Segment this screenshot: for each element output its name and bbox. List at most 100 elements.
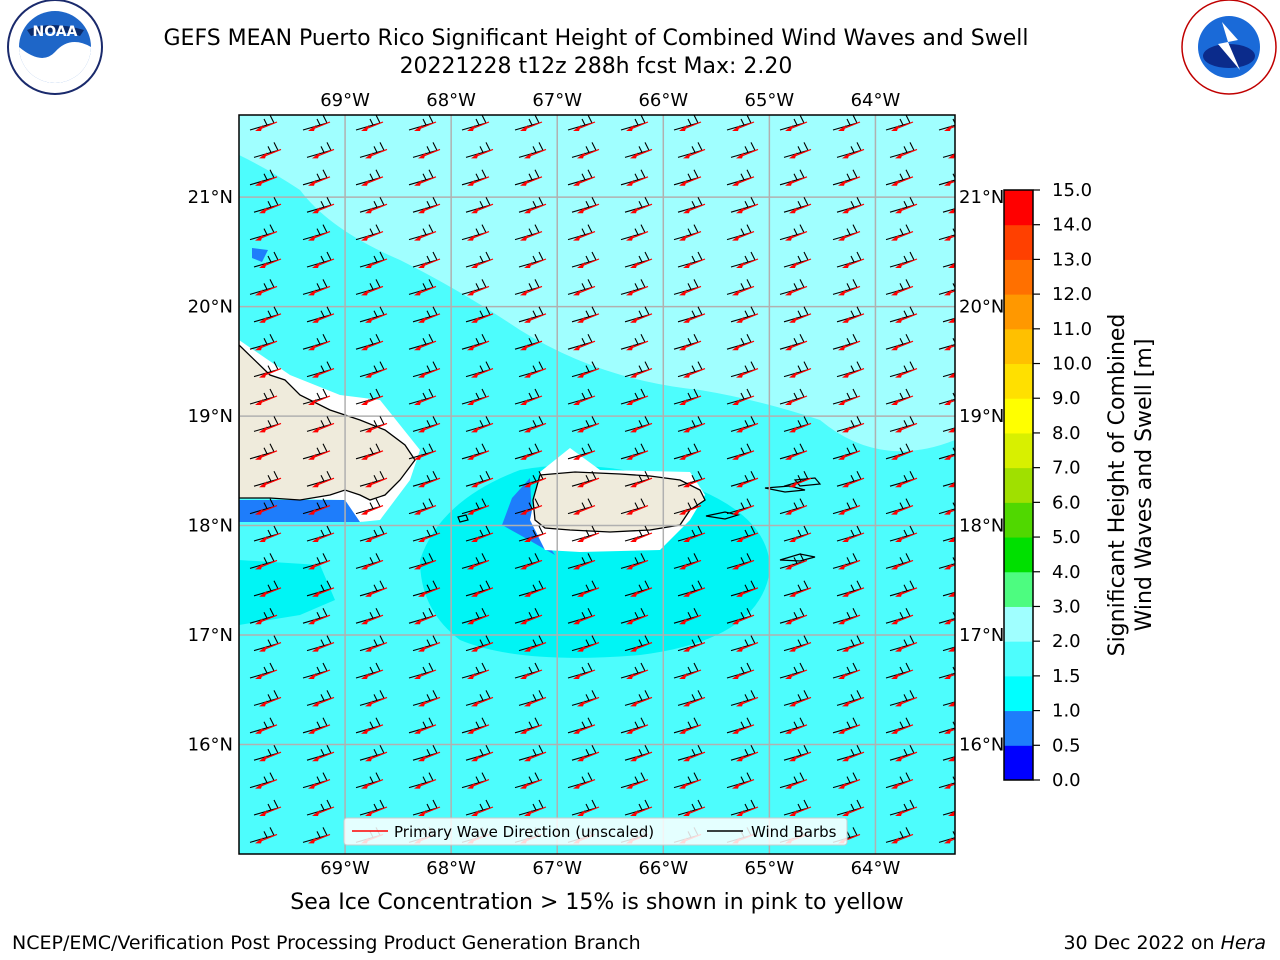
wave-arrow — [789, 148, 812, 159]
wave-arrow — [255, 559, 278, 570]
wave-arrow — [255, 176, 278, 186]
wave-arrow — [312, 203, 335, 214]
wave-arrow — [736, 532, 759, 542]
colorbar-band — [1004, 502, 1033, 538]
wave-arrow — [259, 642, 282, 652]
wave-arrow — [255, 724, 278, 734]
wave-arrow — [683, 313, 706, 323]
wave-arrow — [255, 285, 278, 296]
colorbar-tick-label: 2.0 — [1052, 631, 1081, 652]
wave-arrow — [683, 422, 706, 433]
wave-arrow — [732, 614, 755, 625]
wave-arrow — [948, 591, 955, 597]
wave-arrow — [679, 395, 702, 405]
colorbar-tick-label: 9.0 — [1052, 388, 1081, 409]
wave-arrow — [361, 121, 384, 131]
wave-arrow — [312, 587, 335, 597]
wave-arrow — [630, 587, 653, 597]
wave-arrow — [418, 368, 441, 378]
wave-arrow — [895, 313, 918, 323]
wave-arrow — [626, 176, 649, 186]
wave-arrow — [308, 669, 331, 679]
wave-arrow — [414, 450, 437, 460]
wave-arrow — [577, 642, 600, 652]
wave-arrow — [626, 724, 649, 734]
wave-arrow — [948, 317, 955, 323]
wave-arrow — [365, 422, 388, 433]
wave-arrow — [789, 696, 812, 707]
wave-arrow — [891, 285, 914, 296]
wave-arrow — [520, 121, 543, 131]
wave-arrow — [944, 234, 955, 241]
wave-arrow — [471, 806, 494, 816]
wave-arrow — [736, 422, 759, 433]
wave-arrow — [679, 231, 702, 241]
wave-arrow — [573, 395, 596, 405]
wave-arrow — [312, 532, 335, 542]
wave-arrow — [365, 477, 388, 488]
wave-arrow — [467, 779, 490, 789]
wave-arrow — [259, 203, 282, 214]
wave-arrow — [365, 368, 388, 378]
wave-arrow — [679, 614, 702, 625]
wave-arrow — [789, 313, 812, 323]
wave-arrow — [948, 153, 955, 159]
wave-arrow — [471, 203, 494, 214]
wave-arrow — [626, 669, 649, 679]
wave-arrow — [895, 751, 918, 762]
wave-arrow — [683, 806, 706, 816]
lon-label-top: 67°W — [532, 90, 582, 111]
wave-arrow — [683, 368, 706, 378]
map-panel — [239, 115, 955, 854]
wind-barb — [942, 646, 955, 652]
wave-arrow — [891, 340, 914, 351]
wave-arrow — [308, 724, 331, 734]
wave-arrow — [732, 450, 755, 460]
wave-arrow — [255, 450, 278, 460]
lat-label-left: 18°N — [188, 516, 233, 537]
wave-arrow — [255, 340, 278, 351]
wave-arrow — [891, 669, 914, 679]
wave-arrow — [308, 121, 331, 131]
wave-arrow — [467, 285, 490, 296]
wave-arrow — [361, 176, 384, 186]
wave-arrow — [365, 313, 388, 323]
lat-label-left: 20°N — [188, 297, 233, 318]
wind-barb — [942, 208, 955, 213]
wave-arrow — [471, 642, 494, 652]
longitude-labels-bottom: 69°W 68°W 67°W 66°W 65°W 64°W — [320, 858, 900, 879]
wind-barb — [942, 756, 955, 761]
colorbar-band — [1004, 190, 1033, 226]
wave-arrow — [944, 673, 955, 679]
wave-arrow — [259, 587, 282, 597]
wave-arrow — [891, 724, 914, 734]
wave-arrow — [626, 121, 649, 131]
colorbar-tick-label: 1.0 — [1052, 701, 1081, 722]
wave-arrow — [312, 477, 335, 488]
wave-arrow — [785, 231, 808, 241]
colorbar-tick-label: 1.5 — [1052, 666, 1081, 687]
wave-arrow — [948, 755, 955, 762]
wave-arrow — [418, 587, 441, 597]
wave-arrow — [842, 313, 865, 323]
wave-arrow — [312, 696, 335, 707]
wave-arrow — [732, 505, 755, 515]
wave-arrow — [732, 176, 755, 186]
colorbar-band — [1004, 259, 1033, 295]
wave-arrow — [736, 806, 759, 816]
wave-arrow — [683, 148, 706, 159]
wave-arrow — [361, 779, 384, 789]
wave-arrow — [467, 450, 490, 460]
wave-arrow — [948, 810, 955, 816]
wave-arrow — [361, 231, 384, 241]
wave-arrow — [308, 285, 331, 296]
wave-arrow — [626, 285, 649, 296]
wave-arrow — [308, 450, 331, 460]
wave-arrow — [944, 453, 955, 460]
wave-arrow — [365, 532, 388, 542]
wave-arrow — [683, 258, 706, 268]
lon-label-top: 65°W — [745, 90, 795, 111]
wave-arrow — [785, 724, 808, 734]
wave-arrow — [312, 751, 335, 762]
colorbar-band — [1004, 467, 1033, 503]
